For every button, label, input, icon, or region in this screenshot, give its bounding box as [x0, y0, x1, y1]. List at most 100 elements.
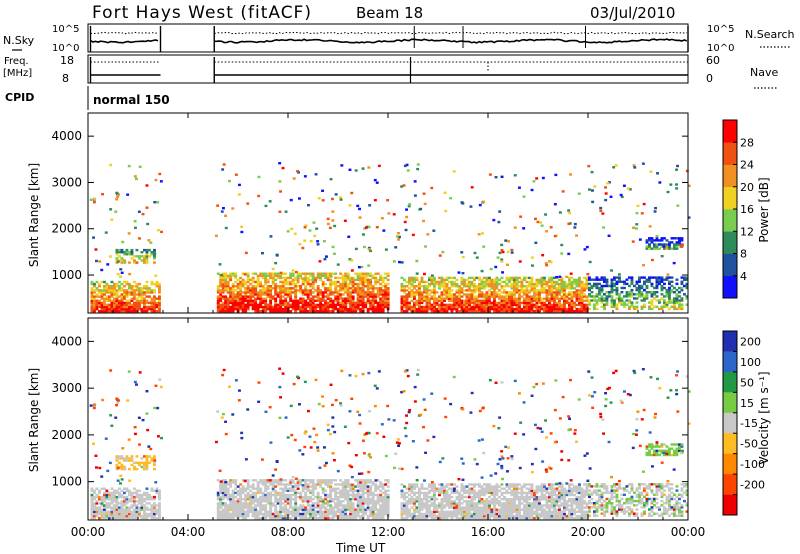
power-cell [251, 291, 255, 294]
power-cell [125, 293, 129, 296]
power-cell [155, 297, 159, 300]
power-cell [155, 280, 159, 284]
velocity-cell [138, 495, 141, 499]
power-cell [219, 289, 223, 292]
power-cell [264, 299, 268, 302]
power-cell [244, 303, 248, 307]
power-cell [271, 267, 275, 271]
power-cell [376, 305, 380, 309]
velocity-cell [304, 487, 308, 490]
power-cell [334, 289, 338, 292]
power-cell [500, 297, 504, 300]
power-cell [324, 282, 328, 286]
power-cell [593, 282, 596, 286]
power-cell [415, 303, 419, 307]
velocity-cell [246, 493, 250, 497]
velocity-cell [346, 506, 350, 509]
power-cell [374, 278, 378, 282]
velocity-cell [379, 498, 383, 501]
power-cell [675, 187, 679, 190]
power-cell [289, 282, 293, 286]
power-cell [610, 295, 614, 298]
power-cell [503, 310, 506, 313]
velocity-cell [155, 517, 159, 520]
power-cell [570, 276, 574, 280]
power-cell [453, 301, 456, 305]
power-cell [503, 305, 506, 309]
power-cell [319, 274, 323, 277]
velocity-cell [279, 487, 283, 490]
power-cell [473, 299, 476, 302]
velocity-cell [294, 500, 298, 503]
power-cell [510, 285, 514, 288]
velocity-cell [341, 514, 345, 518]
velocity-cell [386, 510, 390, 513]
power-cell [635, 227, 638, 230]
power-cell [108, 289, 111, 292]
power-cell [558, 287, 561, 290]
power-cell [400, 289, 404, 292]
power-cell [452, 170, 456, 173]
power-cell [470, 307, 474, 311]
velocity-cell [138, 514, 141, 518]
velocity-cell [148, 508, 151, 511]
power-cell [371, 276, 375, 280]
velocity-cell [381, 487, 385, 490]
power-cell [135, 282, 139, 286]
power-cell [640, 212, 644, 215]
power-cell [498, 210, 502, 213]
power-cell [415, 259, 419, 263]
velocity-cell [319, 504, 323, 507]
velocity-cell [90, 508, 94, 511]
velocity-cell [120, 510, 124, 513]
power-cell [630, 291, 634, 294]
power-cell [540, 301, 544, 305]
power-cell [334, 295, 338, 298]
power-cell [510, 301, 514, 305]
power-cell [555, 289, 559, 292]
velocity-cell [356, 479, 360, 482]
velocity-cell [410, 485, 414, 488]
velocity-cell [145, 517, 149, 520]
velocity-cell [251, 483, 255, 486]
power-cell [234, 272, 238, 275]
velocity-cell [286, 495, 290, 499]
power-cell [120, 293, 124, 296]
velocity-cell [133, 498, 136, 501]
velocity-cell [316, 498, 320, 501]
power-cell [461, 202, 465, 205]
power-cell [278, 210, 282, 213]
power-cell [296, 280, 300, 284]
power-cell [284, 310, 288, 313]
velocity-cell [145, 493, 149, 497]
power-cell [369, 282, 373, 286]
power-cell [241, 282, 245, 286]
velocity-cell [384, 508, 388, 511]
velocity-cell [266, 491, 270, 495]
power-cell [349, 305, 353, 309]
velocity-cell [403, 495, 406, 499]
power-cell [241, 280, 245, 284]
velocity-cell [158, 514, 161, 518]
power-cell [538, 305, 541, 309]
power-cell [138, 165, 142, 168]
power-cell [400, 310, 404, 313]
power-cell [334, 272, 338, 275]
velocity-cell [269, 514, 273, 518]
power-cell [236, 285, 240, 288]
power-cell [229, 291, 233, 294]
velocity-cell [100, 510, 104, 513]
velocity-cell [410, 514, 414, 518]
velocity-cell [433, 504, 436, 507]
power-cell [460, 310, 464, 313]
power-cell [219, 299, 223, 302]
power-cell [640, 307, 644, 311]
power-cell [553, 282, 556, 286]
velocity-cell [239, 489, 243, 492]
power-cell [236, 291, 240, 294]
power-cell [423, 272, 426, 276]
nave-tick-top: 60 [706, 54, 720, 67]
power-cell [678, 307, 681, 311]
power-cell [403, 289, 406, 292]
power-cell [118, 248, 121, 252]
